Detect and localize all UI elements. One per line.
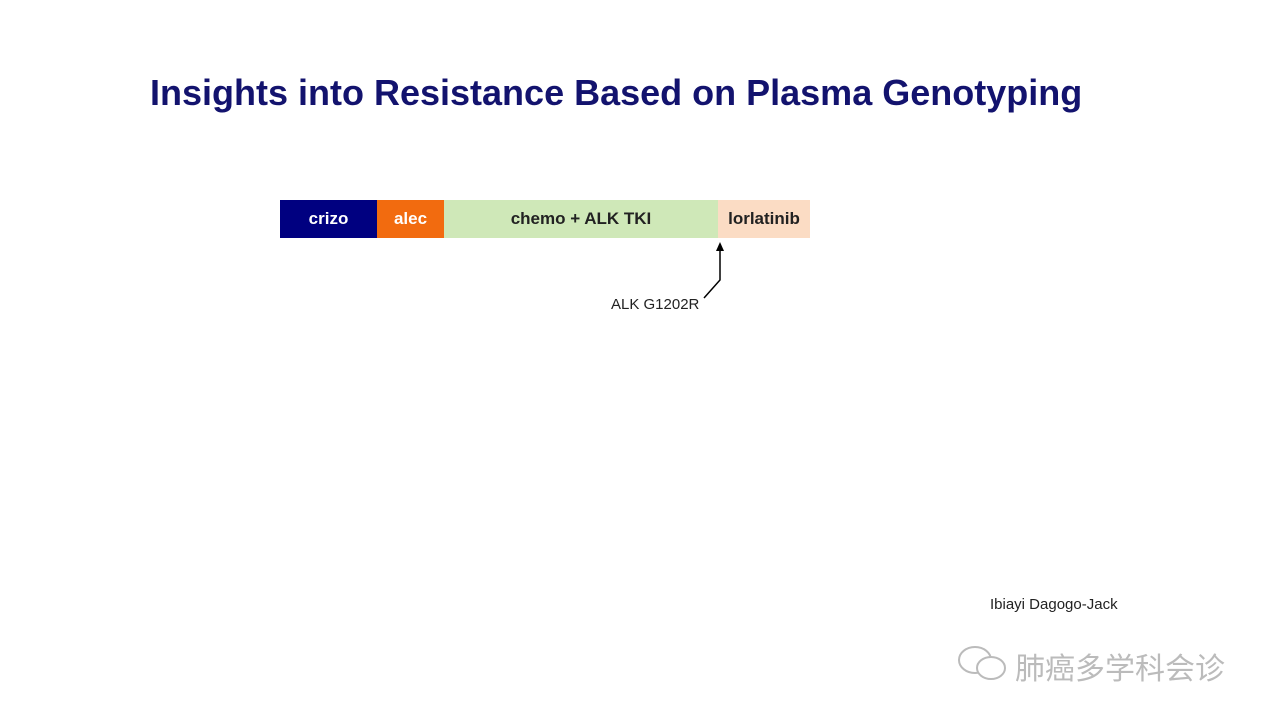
timeline: crizo alec chemo + ALK TKI lorlatinib — [280, 200, 810, 238]
timeline-segment: lorlatinib — [718, 200, 810, 238]
timeline-segment: chemo + ALK TKI — [444, 200, 718, 238]
author: Ibiayi Dagogo-Jack — [990, 596, 1118, 613]
title: Insights into Resistance Based on Plasma… — [150, 72, 1083, 113]
timeline-segment: alec — [377, 200, 444, 238]
arrow — [703, 242, 724, 299]
annotation: ALK G1202R — [611, 296, 700, 313]
watermark: 肺癌多学科会诊 — [1015, 653, 1225, 686]
timeline-segment: crizo — [280, 200, 377, 238]
watermark-icon — [958, 646, 1006, 680]
